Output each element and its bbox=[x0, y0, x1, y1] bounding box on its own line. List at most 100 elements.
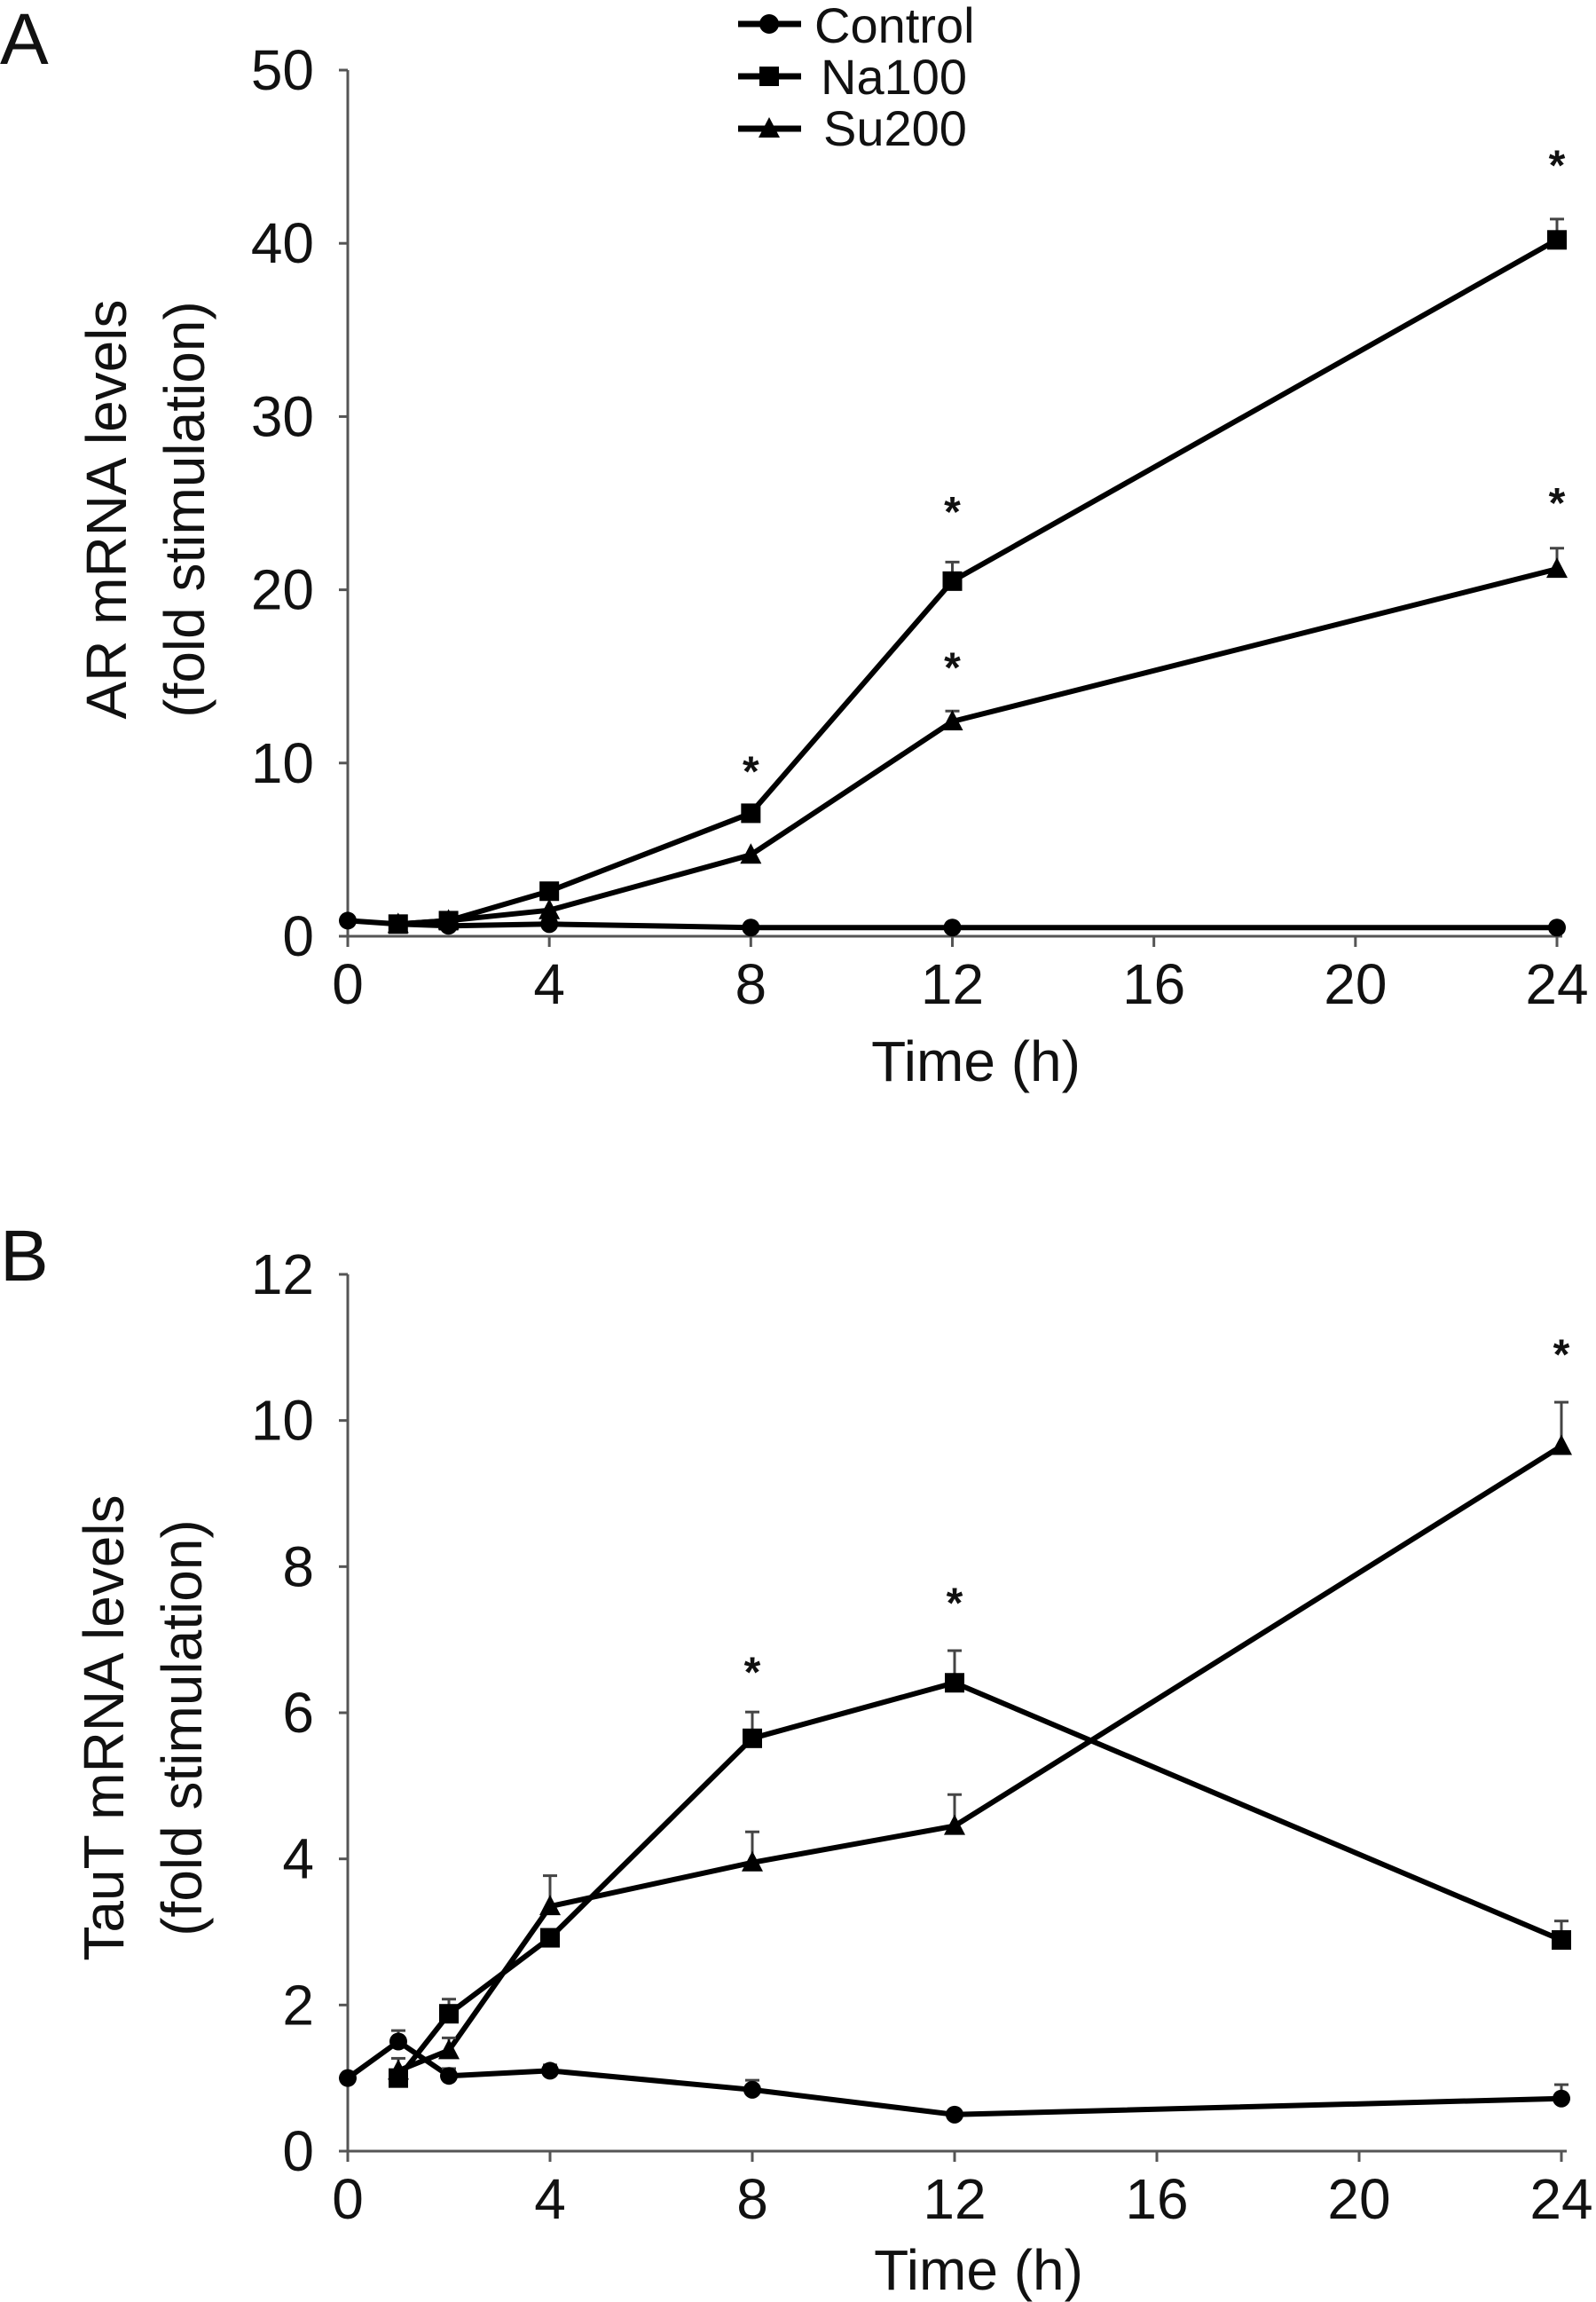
data-point-triangle bbox=[944, 1814, 965, 1835]
legend-item-na100: Na100 bbox=[738, 49, 967, 105]
data-point-triangle bbox=[1546, 557, 1568, 579]
x-tick-label: 4 bbox=[533, 952, 565, 1016]
y-axis-title-a-line2: (fold stimulation) bbox=[153, 301, 216, 718]
x-axis-title-b: Time (h) bbox=[874, 2238, 1083, 2302]
data-point-circle bbox=[946, 2105, 963, 2124]
square-marker-icon bbox=[759, 67, 779, 86]
data-point-circle bbox=[339, 2069, 357, 2087]
panel-label-b: B bbox=[0, 1216, 49, 1297]
y-tick-label: 0 bbox=[282, 904, 314, 968]
circle-marker-icon bbox=[759, 14, 779, 34]
data-point-triangle bbox=[740, 843, 762, 864]
y-tick-label: 4 bbox=[282, 1827, 314, 1891]
data-point-triangle bbox=[742, 1850, 763, 1872]
data-point-circle bbox=[540, 915, 559, 934]
legend-label-na100: Na100 bbox=[821, 49, 967, 105]
x-axis-title-a: Time (h) bbox=[871, 1029, 1081, 1093]
significance-star: * bbox=[743, 749, 759, 796]
y-axis-title-b-line1: TauT mRNA levels bbox=[72, 1494, 136, 1960]
data-point-triangle bbox=[387, 912, 409, 934]
panel-label-a: A bbox=[0, 0, 49, 80]
y-axis-title-b-line2: (fold stimulation) bbox=[150, 1519, 214, 1936]
legend: Control Na100 Su200 bbox=[738, 0, 975, 156]
data-point-circle bbox=[1553, 2089, 1570, 2108]
data-point-triangle bbox=[539, 1895, 561, 1916]
significance-star: * bbox=[1553, 1332, 1570, 1379]
x-tick-label: 16 bbox=[1122, 952, 1185, 1016]
series-su200-b bbox=[388, 1400, 1572, 2080]
series-line-na100 bbox=[396, 1680, 1563, 2080]
series-line-na100 bbox=[397, 237, 1559, 927]
data-point-circle bbox=[743, 2080, 761, 2099]
y-tick-label: 0 bbox=[282, 2119, 314, 2183]
y-axis-title-a-line1: AR mRNA levels bbox=[75, 300, 138, 720]
significance-star: * bbox=[1549, 480, 1566, 527]
y-tick-label: 10 bbox=[251, 1389, 314, 1453]
x-tick-label: 8 bbox=[735, 952, 767, 1016]
data-point-square bbox=[942, 571, 963, 591]
x-tick-label: 8 bbox=[736, 2167, 768, 2231]
x-tick-label: 24 bbox=[1529, 2167, 1592, 2231]
x-tick-label: 12 bbox=[921, 952, 984, 1016]
significance-star: * bbox=[944, 644, 961, 691]
significance-star: * bbox=[944, 489, 961, 536]
y-tick-label: 40 bbox=[251, 211, 314, 275]
y-tick-label: 8 bbox=[282, 1534, 314, 1598]
series-line-su200 bbox=[397, 566, 1558, 927]
data-point-triangle bbox=[438, 2038, 460, 2060]
y-tick-label: 20 bbox=[251, 558, 314, 622]
series-line-su200 bbox=[397, 1443, 1563, 2074]
x-tick-label: 4 bbox=[534, 2167, 566, 2231]
x-tick-label: 20 bbox=[1327, 2167, 1390, 2231]
x-tick-label: 0 bbox=[332, 2167, 364, 2231]
data-point-square bbox=[540, 1928, 560, 1948]
plot-area-a: 0 10 20 30 40 50 0 4 8 12 16 20 24 * * * * * bbox=[251, 38, 1589, 1016]
y-tick-label: 50 bbox=[251, 38, 314, 102]
y-tick-label: 10 bbox=[251, 731, 314, 795]
triangle-marker-icon bbox=[759, 117, 780, 138]
data-point-square bbox=[1547, 230, 1567, 250]
data-point-triangle bbox=[1551, 1434, 1572, 1455]
data-point-square bbox=[945, 1673, 964, 1693]
x-tick-label: 0 bbox=[332, 952, 364, 1016]
legend-label-su200: Su200 bbox=[823, 100, 967, 156]
significance-star: * bbox=[744, 1650, 761, 1697]
data-point-circle bbox=[541, 2062, 559, 2080]
series-na100-a bbox=[388, 217, 1567, 934]
series-control-b bbox=[339, 2029, 1570, 2124]
significance-star: * bbox=[1549, 142, 1566, 189]
series-su200-a bbox=[387, 547, 1568, 934]
data-point-circle bbox=[943, 918, 962, 937]
data-point-triangle bbox=[941, 709, 963, 730]
y-tick-label: 2 bbox=[282, 1973, 314, 2037]
data-point-triangle bbox=[437, 909, 460, 930]
significance-star: * bbox=[947, 1581, 963, 1628]
panel-b: B TauT mRNA levels (fold stimulation) Ti… bbox=[0, 1216, 1593, 2302]
data-point-triangle bbox=[539, 898, 561, 919]
y-tick-label: 12 bbox=[251, 1242, 314, 1306]
series-na100-b bbox=[389, 1649, 1571, 2088]
data-point-circle bbox=[440, 2067, 458, 2085]
data-point-square bbox=[539, 881, 560, 902]
data-point-square bbox=[743, 1728, 762, 1748]
data-point-square bbox=[741, 803, 761, 824]
legend-item-su200: Su200 bbox=[738, 100, 967, 156]
x-tick-label: 16 bbox=[1125, 2167, 1188, 2231]
y-tick-label: 6 bbox=[282, 1681, 314, 1745]
data-point-circle bbox=[339, 911, 357, 930]
legend-item-control: Control bbox=[738, 0, 975, 53]
legend-label-control: Control bbox=[814, 0, 975, 53]
x-tick-label: 12 bbox=[923, 2167, 986, 2231]
data-point-square bbox=[1552, 1930, 1571, 1951]
data-point-circle bbox=[742, 918, 760, 937]
data-point-circle bbox=[389, 2032, 407, 2051]
data-point-circle bbox=[1548, 918, 1566, 937]
y-tick-label: 30 bbox=[251, 384, 314, 448]
series-line-control bbox=[346, 2038, 1562, 2117]
data-point-triangle bbox=[388, 2059, 409, 2080]
x-tick-label: 20 bbox=[1324, 952, 1387, 1016]
data-point-square bbox=[439, 2004, 459, 2024]
x-tick-label: 24 bbox=[1525, 952, 1588, 1016]
